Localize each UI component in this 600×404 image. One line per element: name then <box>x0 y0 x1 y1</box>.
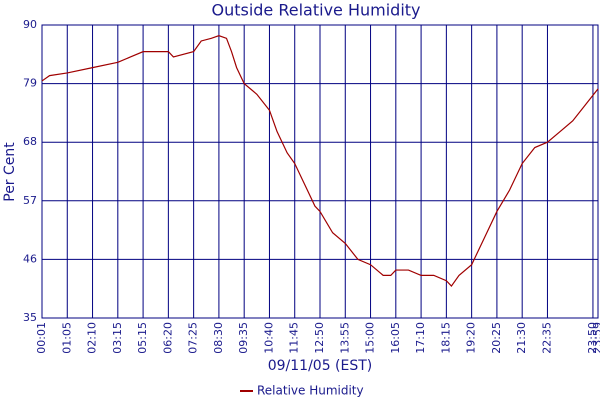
y-tick-label: 90 <box>23 18 37 31</box>
y-tick-label: 57 <box>23 194 37 207</box>
y-tick-label: 68 <box>23 135 37 148</box>
x-tick-label: 03:15 <box>111 322 124 354</box>
y-tick-label: 46 <box>23 252 37 265</box>
y-tick-label: 35 <box>23 311 37 324</box>
x-tick-label: 13:55 <box>338 322 351 354</box>
y-axis-label: Per Cent <box>2 142 18 202</box>
x-tick-label: 09:35 <box>237 322 250 354</box>
x-tick-label: 19:20 <box>465 322 478 354</box>
x-tick-label: 10:40 <box>262 322 275 354</box>
x-tick-label: 23:59 <box>591 322 600 354</box>
x-tick-label: 22:35 <box>540 322 553 354</box>
x-tick-label: 21:30 <box>515 322 528 354</box>
x-tick-label: 01:05 <box>60 322 73 354</box>
x-tick-label: 16:05 <box>389 322 402 354</box>
x-axis-label: 09/11/05 (EST) <box>268 358 373 374</box>
x-tick-label: 20:25 <box>490 322 503 354</box>
data-line <box>41 35 599 287</box>
legend-label: Relative Humidity <box>257 384 364 398</box>
x-tick-label: 15:00 <box>364 322 377 354</box>
x-tick-label: 07:25 <box>187 322 200 354</box>
x-tick-label: 12:50 <box>313 322 326 354</box>
x-tick-label: 18:15 <box>439 322 452 354</box>
y-tick-label: 79 <box>23 77 37 90</box>
x-tick-label: 17:10 <box>414 322 427 354</box>
x-tick-label: 05:15 <box>136 322 149 354</box>
x-tick-label: 00:01 <box>35 322 48 354</box>
x-tick-label: 08:30 <box>212 322 225 354</box>
x-tick-label: 11:45 <box>288 322 301 354</box>
chart-title: Outside Relative Humidity <box>211 1 420 20</box>
x-tick-label: 02:10 <box>86 322 99 354</box>
x-tick-label: 23:50 <box>586 322 599 354</box>
x-tick-label: 06:20 <box>161 322 174 354</box>
